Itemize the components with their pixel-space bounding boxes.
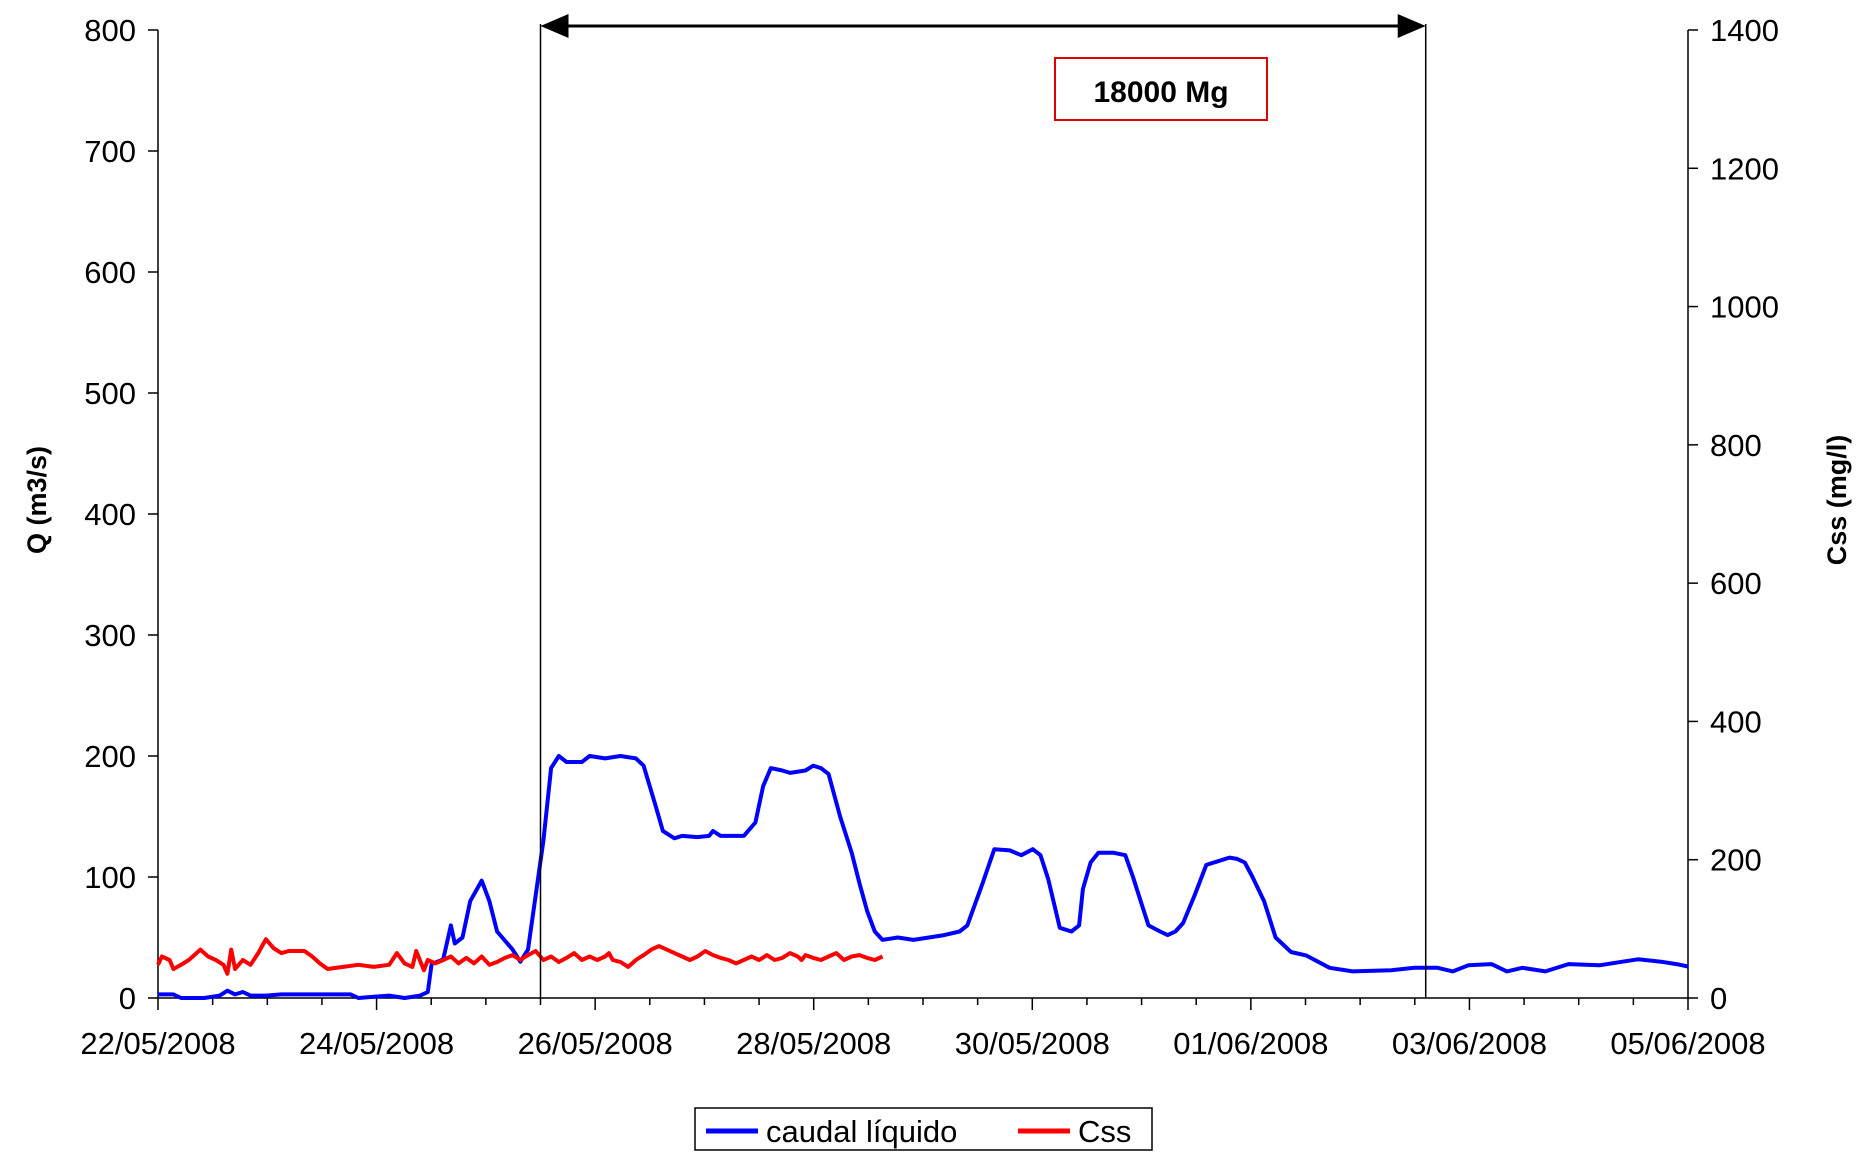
x-tick-label: 22/05/2008 xyxy=(80,1026,235,1061)
x-tick-label: 03/06/2008 xyxy=(1392,1026,1547,1061)
y-tick-label: 700 xyxy=(84,134,136,169)
y2-tick-label: 1200 xyxy=(1710,151,1779,186)
x-tick-label: 30/05/2008 xyxy=(955,1026,1110,1061)
legend-label-css: Css xyxy=(1078,1114,1131,1149)
y2-tick-label: 0 xyxy=(1710,981,1727,1016)
tick-labels: 0 100 200 300 400 500 600 700 800 0 200 400 600 800 10… xyxy=(80,13,1779,1061)
y-tick-label: 0 xyxy=(119,981,136,1016)
y-tick-label: 200 xyxy=(84,739,136,774)
y2-tick-label: 1400 xyxy=(1710,13,1779,48)
series-line-caudal xyxy=(158,754,1689,1000)
y-axis-title: Q (m3/s) xyxy=(22,446,52,554)
annotation: 18000 Mg xyxy=(1054,57,1268,121)
y2-axis-title: Css (mg/l) xyxy=(1822,435,1852,566)
y-tick-label: 400 xyxy=(84,497,136,532)
plot-area xyxy=(156,14,1689,1000)
y-tick-label: 100 xyxy=(84,860,136,895)
annotation-text: 18000 Mg xyxy=(1093,76,1228,109)
x-tick-label: 01/06/2008 xyxy=(1173,1026,1328,1061)
y-tick-label: 600 xyxy=(84,255,136,290)
y-tick-label: 500 xyxy=(84,376,136,411)
annotation-arrow-left-head xyxy=(540,14,569,38)
x-tick-label: 26/05/2008 xyxy=(518,1026,673,1061)
legend-box xyxy=(694,1107,1153,1151)
annotation-arrow-right-head xyxy=(1397,14,1426,38)
y2-tick-label: 800 xyxy=(1710,428,1762,463)
y2-tick-label: 600 xyxy=(1710,566,1762,601)
y-tick-label: 300 xyxy=(84,618,136,653)
annotation-box xyxy=(1054,57,1268,121)
y2-tick-label: 400 xyxy=(1710,704,1762,739)
x-tick-label: 24/05/2008 xyxy=(299,1026,454,1061)
y-tick-label: 800 xyxy=(84,13,136,48)
chart-axes xyxy=(148,29,1698,1010)
series-line-css xyxy=(156,937,884,976)
legend: caudal líquido Css xyxy=(694,1107,1153,1151)
x-tick-label: 28/05/2008 xyxy=(736,1026,891,1061)
x-tick-label: 05/06/2008 xyxy=(1610,1026,1765,1061)
legend-label-q: caudal líquido xyxy=(766,1114,957,1149)
y2-tick-label: 200 xyxy=(1710,843,1762,878)
y2-tick-label: 1000 xyxy=(1710,290,1779,325)
